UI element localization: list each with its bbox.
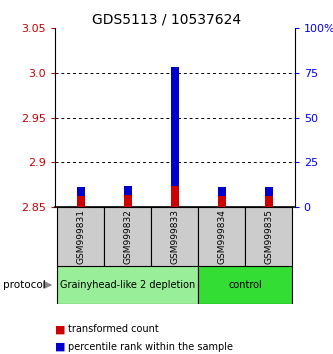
Bar xyxy=(245,207,292,266)
Bar xyxy=(170,67,179,207)
Text: Grainyhead-like 2 depletion: Grainyhead-like 2 depletion xyxy=(60,280,195,290)
Text: GSM999834: GSM999834 xyxy=(217,209,226,264)
Text: percentile rank within the sample: percentile rank within the sample xyxy=(68,342,233,352)
Bar xyxy=(77,196,85,207)
Text: GSM999831: GSM999831 xyxy=(76,209,85,264)
Text: GDS5113 / 10537624: GDS5113 / 10537624 xyxy=(92,12,241,27)
Bar xyxy=(57,266,198,304)
Text: ■: ■ xyxy=(55,324,66,334)
Text: GSM999832: GSM999832 xyxy=(123,209,132,264)
Text: ■: ■ xyxy=(55,342,66,352)
Bar xyxy=(217,196,226,207)
Bar xyxy=(124,185,132,195)
Bar xyxy=(77,187,85,196)
Text: protocol: protocol xyxy=(3,280,46,290)
Text: GSM999835: GSM999835 xyxy=(264,209,273,264)
Bar xyxy=(151,207,198,266)
Bar xyxy=(198,266,292,304)
Bar xyxy=(265,196,273,207)
Bar xyxy=(104,207,151,266)
Text: GSM999833: GSM999833 xyxy=(170,209,179,264)
Bar xyxy=(217,187,226,196)
Bar xyxy=(265,187,273,196)
Bar xyxy=(170,67,179,185)
Bar xyxy=(124,195,132,207)
Text: control: control xyxy=(228,280,262,290)
Text: transformed count: transformed count xyxy=(68,324,159,334)
Bar xyxy=(57,207,104,266)
Bar xyxy=(198,207,245,266)
